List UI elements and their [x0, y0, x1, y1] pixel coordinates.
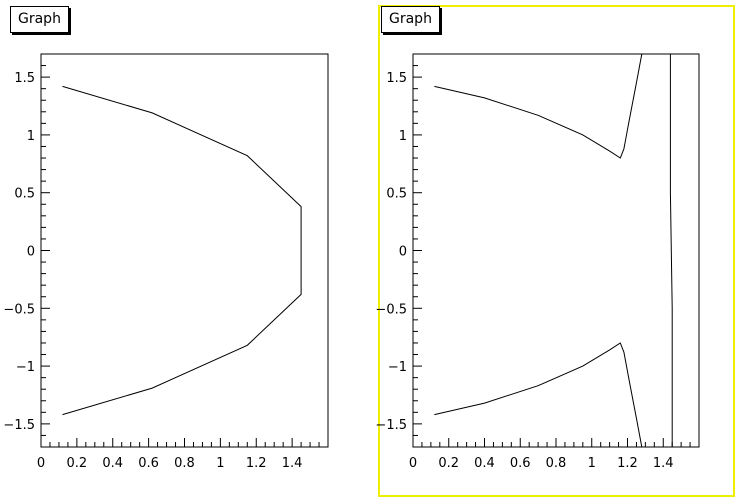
x-tick-label: 1.2 [617, 456, 638, 471]
y-tick-label: −0.5 [375, 302, 407, 317]
plot-frame [40, 53, 329, 448]
series-line [434, 54, 643, 159]
y-tick-label: −0.5 [3, 302, 35, 317]
y-tick-label: 1.5 [14, 71, 35, 86]
right-pad[interactable]: 0 0.2 0.4 0.6 0.8 1 1.2 1.4 −1.5 −1 −0.5 0 0.5 1 1.5 [375, 53, 700, 471]
series-line [434, 342, 643, 447]
y-tick-label: 1 [399, 129, 407, 144]
x-tick-label: 0.8 [546, 456, 567, 471]
left-pad-title[interactable]: Graph [10, 6, 69, 33]
x-tick-label: 1 [216, 456, 224, 471]
y-tick-label: 0 [27, 245, 35, 260]
plot-frame [412, 53, 700, 448]
x-tick-label: 0.2 [438, 456, 459, 471]
x-tick-label: 0.4 [102, 456, 123, 471]
x-tick-label: 0 [37, 456, 45, 471]
series-line [669, 54, 673, 447]
y-tick-label: −1.5 [375, 418, 407, 433]
x-tick-label: 1.4 [653, 456, 674, 471]
y-tick-label: −1 [16, 360, 35, 375]
x-tick-label: 0.6 [138, 456, 159, 471]
x-tick-label: 1.2 [246, 456, 267, 471]
left-pad[interactable]: 0 0.2 0.4 0.6 0.8 1 1.2 1.4 −1.5 −1 −0.5 0 0.5 1 1.5 [3, 53, 329, 471]
y-tick-label: 1 [27, 129, 35, 144]
right-pad-title[interactable]: Graph [381, 6, 440, 33]
x-tick-label: 0 [409, 456, 417, 471]
x-tick-label: 0.2 [67, 456, 88, 471]
y-tick-label: −1.5 [3, 418, 35, 433]
series-line [62, 85, 302, 416]
x-tick-label: 0.8 [174, 456, 195, 471]
x-tick-label: 0.4 [474, 456, 495, 471]
x-tick-label: 1 [588, 456, 596, 471]
selected-pad-frame [378, 5, 735, 497]
y-tick-label: 0 [399, 245, 407, 260]
x-tick-label: 1.4 [282, 456, 303, 471]
y-tick-label: −1 [388, 360, 407, 375]
y-tick-label: 1.5 [386, 71, 407, 86]
x-tick-label: 0.6 [510, 456, 531, 471]
y-tick-label: 0.5 [14, 187, 35, 202]
y-tick-label: 0.5 [386, 187, 407, 202]
